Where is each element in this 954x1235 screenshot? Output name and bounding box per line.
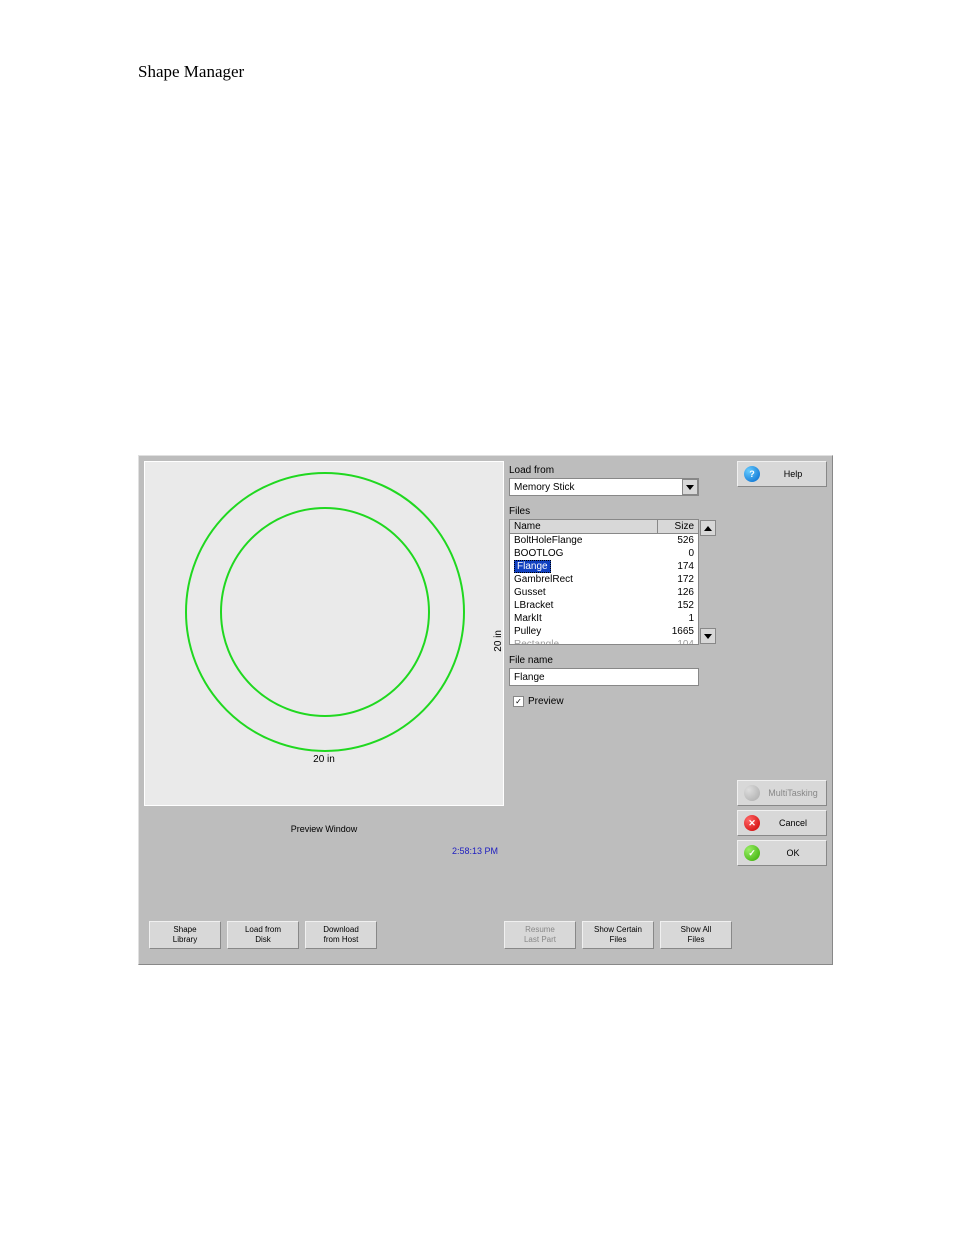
column-size[interactable]: Size bbox=[658, 520, 698, 533]
show-certain-files-button[interactable]: Show CertainFiles bbox=[582, 921, 654, 949]
chevron-up-icon bbox=[704, 526, 712, 531]
file-row[interactable]: MarkIt 1 bbox=[510, 612, 698, 625]
file-row[interactable]: Rectangle 104 bbox=[510, 638, 698, 644]
file-row[interactable]: Gusset 126 bbox=[510, 586, 698, 599]
filename-label: File name bbox=[509, 655, 729, 666]
shape-manager-window: 20 in 20 in Preview Window 2:58:13 PM Lo… bbox=[138, 455, 833, 965]
help-icon: ? bbox=[744, 466, 760, 482]
ok-button[interactable]: ✓ OK bbox=[737, 840, 827, 866]
file-row[interactable]: LBracket 152 bbox=[510, 599, 698, 612]
files-list: BoltHoleFlange 526 BOOTLOG 0 Flange 174 … bbox=[510, 534, 698, 644]
page-title: Shape Manager bbox=[138, 62, 244, 82]
preview-checkbox[interactable]: ✓ bbox=[513, 696, 524, 707]
download-from-host-button[interactable]: Downloadfrom Host bbox=[305, 921, 377, 949]
preview-canvas: 20 in 20 in bbox=[145, 462, 503, 797]
shape-inner-circle bbox=[220, 507, 430, 717]
files-header: Name Size bbox=[510, 520, 698, 534]
file-row[interactable]: Pulley 1665 bbox=[510, 625, 698, 638]
preview-checkbox-row[interactable]: ✓ Preview bbox=[509, 696, 729, 707]
bottom-toolbar: ShapeLibrary Load fromDisk Downloadfrom … bbox=[149, 921, 732, 949]
filename-input[interactable]: Flange bbox=[509, 668, 699, 686]
resume-last-part-button[interactable]: ResumeLast Part bbox=[504, 921, 576, 949]
preview-caption: Preview Window bbox=[144, 824, 504, 834]
chevron-down-icon bbox=[686, 485, 694, 490]
file-controls: Load from Memory Stick Files Name Size B… bbox=[509, 461, 729, 707]
load-from-disk-button[interactable]: Load fromDisk bbox=[227, 921, 299, 949]
scroll-down-button[interactable] bbox=[700, 628, 716, 644]
preview-panel: 20 in 20 in bbox=[144, 461, 504, 806]
load-from-label: Load from bbox=[509, 465, 729, 476]
dimension-y-label: 20 in bbox=[494, 630, 505, 652]
dropdown-button[interactable] bbox=[682, 479, 698, 495]
file-row[interactable]: GambrelRect 172 bbox=[510, 573, 698, 586]
preview-checkbox-label: Preview bbox=[528, 696, 564, 707]
shape-library-button[interactable]: ShapeLibrary bbox=[149, 921, 221, 949]
side-buttons-bottom: MultiTasking ✕ Cancel ✓ OK bbox=[737, 780, 827, 866]
cancel-icon: ✕ bbox=[744, 815, 760, 831]
help-button[interactable]: ? Help bbox=[737, 461, 827, 487]
scroll-up-button[interactable] bbox=[700, 520, 716, 536]
file-row[interactable]: Flange 174 bbox=[510, 560, 698, 573]
ok-icon: ✓ bbox=[744, 845, 760, 861]
side-buttons-top: ? Help bbox=[737, 461, 827, 487]
file-row[interactable]: BoltHoleFlange 526 bbox=[510, 534, 698, 547]
multitasking-button[interactable]: MultiTasking bbox=[737, 780, 827, 806]
timestamp: 2:58:13 PM bbox=[144, 846, 504, 856]
cancel-button[interactable]: ✕ Cancel bbox=[737, 810, 827, 836]
files-listbox[interactable]: Name Size BoltHoleFlange 526 BOOTLOG 0 F… bbox=[509, 519, 699, 645]
column-name[interactable]: Name bbox=[510, 520, 658, 533]
multitasking-icon bbox=[744, 785, 760, 801]
files-label: Files bbox=[509, 506, 729, 517]
show-all-files-button[interactable]: Show AllFiles bbox=[660, 921, 732, 949]
file-row[interactable]: BOOTLOG 0 bbox=[510, 547, 698, 560]
dimension-x-label: 20 in bbox=[145, 754, 503, 765]
chevron-down-icon bbox=[704, 634, 712, 639]
load-from-value: Memory Stick bbox=[514, 482, 575, 493]
load-from-dropdown[interactable]: Memory Stick bbox=[509, 478, 699, 496]
